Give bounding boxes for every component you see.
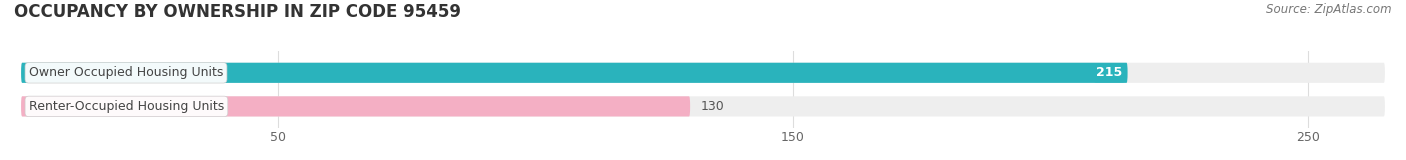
Text: Source: ZipAtlas.com: Source: ZipAtlas.com [1267,3,1392,16]
Text: 130: 130 [700,100,724,113]
Text: OCCUPANCY BY OWNERSHIP IN ZIP CODE 95459: OCCUPANCY BY OWNERSHIP IN ZIP CODE 95459 [14,3,461,21]
Text: Owner Occupied Housing Units: Owner Occupied Housing Units [28,66,224,79]
FancyBboxPatch shape [21,63,1128,83]
Text: 215: 215 [1097,66,1122,79]
FancyBboxPatch shape [21,63,1385,83]
Text: Renter-Occupied Housing Units: Renter-Occupied Housing Units [28,100,224,113]
FancyBboxPatch shape [21,96,690,116]
FancyBboxPatch shape [21,96,1385,116]
